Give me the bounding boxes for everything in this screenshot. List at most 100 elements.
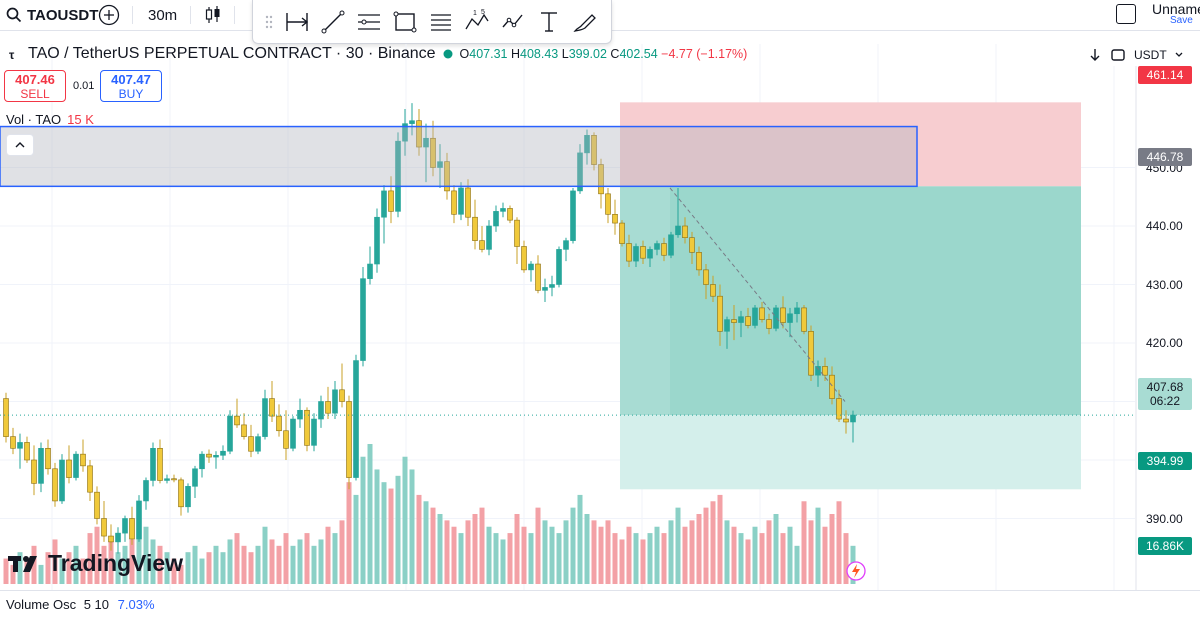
candle-body (514, 219, 520, 247)
volume-bar (115, 552, 121, 584)
volume-bar (66, 552, 72, 584)
candle-body (458, 187, 464, 215)
layout-name[interactable]: Unnamed (1152, 1, 1200, 17)
candle-body (206, 453, 212, 458)
candle-body (136, 500, 142, 540)
volume-bar (248, 552, 254, 584)
volume-bar (283, 533, 289, 584)
candle-body (598, 164, 604, 195)
candle-body (437, 161, 443, 168)
volume-bar (437, 514, 443, 584)
interval-button[interactable]: 30m (148, 6, 178, 24)
volume-bar (808, 520, 814, 584)
compare-symbol-button[interactable] (98, 0, 120, 30)
candle-body (360, 278, 366, 361)
candle-body (465, 187, 471, 218)
candle-body (241, 424, 247, 437)
candle-body (626, 243, 632, 262)
volume-bar (206, 552, 212, 584)
candle-body (710, 284, 716, 297)
drag-handle-icon[interactable] (264, 12, 274, 32)
legend-title: TAO / TetherUS PERPETUAL CONTRACT · 30 ·… (28, 45, 436, 62)
layout-checkbox-icon[interactable] (1116, 4, 1136, 24)
volume-bar (801, 501, 807, 584)
candle-body (780, 307, 786, 323)
volume-bar (682, 526, 688, 584)
candles (3, 103, 856, 554)
volume-bar (290, 545, 296, 584)
volume-bar (171, 558, 177, 584)
candle-body (675, 225, 681, 236)
volume-bar (696, 514, 702, 584)
volume-bar (542, 520, 548, 584)
candle-body (542, 287, 548, 291)
candle-body (556, 249, 562, 285)
rectangle-icon[interactable] (392, 9, 418, 35)
candle-body (591, 135, 597, 165)
candle-body (766, 319, 772, 329)
candle-body (815, 366, 821, 376)
trend-line-icon[interactable] (320, 9, 346, 35)
low-label: L (561, 47, 569, 61)
plus-circle-icon (98, 4, 120, 26)
candle-body (332, 389, 338, 414)
candle-body (549, 284, 555, 288)
volume-bar (535, 507, 541, 584)
candle-body (234, 415, 240, 426)
brush-icon[interactable] (572, 9, 598, 35)
volume-bar (570, 507, 576, 584)
bar-countdown: 06:22 (1149, 394, 1181, 408)
candlestick-chart[interactable] (0, 0, 1200, 590)
text-tool-icon[interactable] (536, 9, 562, 35)
collapse-legend-button[interactable] (6, 134, 34, 156)
long-position-icon[interactable] (428, 9, 454, 35)
price-tick-label: 430.00 (1146, 277, 1183, 292)
download-arrow-icon[interactable] (1088, 47, 1102, 63)
volume-bar (353, 494, 359, 584)
volume-bar (276, 545, 282, 584)
candle-body (479, 240, 485, 250)
volume-bar (633, 533, 639, 584)
volume-bar (605, 520, 611, 584)
candle-body (59, 459, 65, 502)
save-button[interactable]: Save (1170, 15, 1193, 26)
buy-button[interactable]: 407.47 BUY (100, 70, 162, 102)
currency-select[interactable]: USDT (1134, 48, 1167, 62)
candle-body (17, 442, 23, 449)
replay-lightning-icon[interactable] (845, 560, 867, 582)
candle-body (731, 319, 737, 323)
sell-button[interactable]: 407.46 SELL (4, 70, 66, 102)
candle-body (269, 398, 275, 417)
candle-body (472, 216, 478, 241)
volume-bar (262, 526, 268, 584)
candles-icon (205, 6, 220, 23)
close-value: 402.54 (619, 47, 658, 61)
candle-body (451, 190, 457, 215)
date-range-icon[interactable] (284, 9, 310, 35)
svg-text:τ: τ (9, 48, 15, 61)
volume-legend-label: Vol · TAO (6, 112, 62, 127)
volume-bar (38, 564, 44, 584)
candle-body (416, 120, 422, 148)
candle-body (31, 459, 37, 484)
price-tick-label: 390.00 (1146, 511, 1183, 526)
volume-bar (563, 520, 569, 584)
price-tick-label: 440.00 (1146, 219, 1183, 233)
candle-body (115, 532, 121, 543)
fib-retracement-icon[interactable] (356, 9, 382, 35)
candle-body (619, 222, 625, 244)
candle-body (45, 447, 51, 470)
volume-bar (507, 533, 513, 584)
candle-body (668, 234, 674, 256)
chart-type-button[interactable] (204, 0, 222, 30)
target-price-tag: 394.99 (1138, 452, 1192, 470)
position-zones (620, 102, 1081, 490)
volume-bar (31, 545, 37, 584)
candle-body (444, 161, 450, 192)
path-icon[interactable] (500, 9, 526, 35)
volume-bar (73, 545, 79, 584)
symbol-search-button[interactable]: TAOUSDT (6, 0, 98, 30)
candle-body (794, 307, 800, 315)
fullscreen-icon[interactable] (1110, 47, 1126, 63)
